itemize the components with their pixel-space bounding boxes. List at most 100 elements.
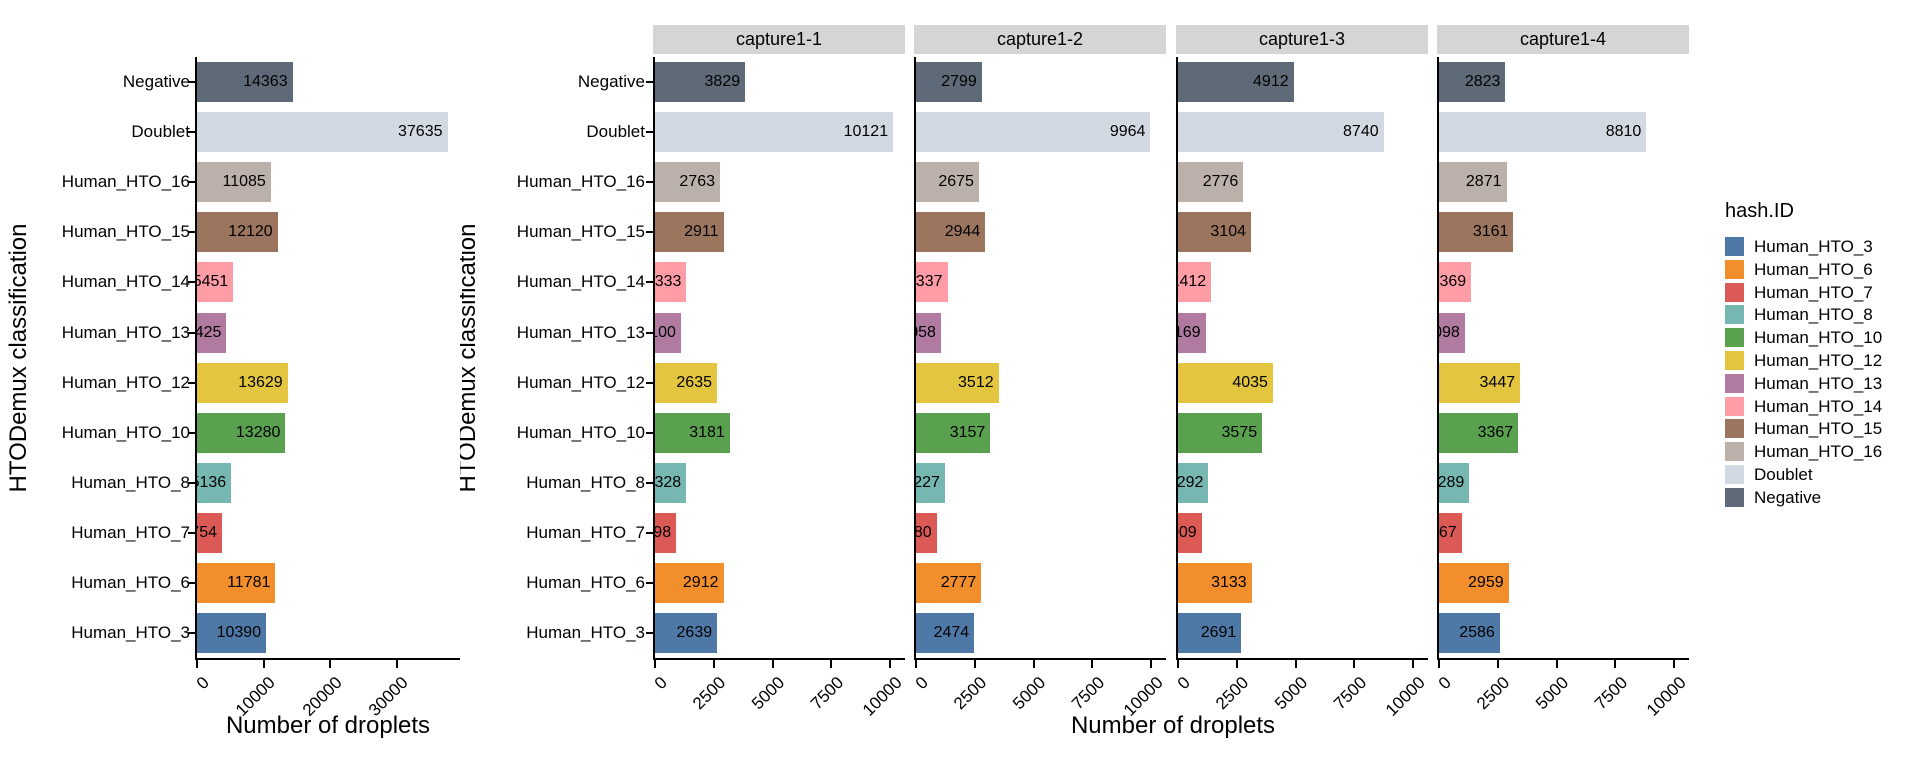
x-tick-label: 7500 xyxy=(1067,673,1108,714)
bar-value-label: 3754 xyxy=(197,523,217,541)
bar-human_hto_7 xyxy=(1439,512,1462,553)
x-tick-label: 2500 xyxy=(689,673,730,714)
x-tick-mark xyxy=(712,660,715,668)
bar-negative xyxy=(655,62,746,102)
category-label: Human_HTO_14 xyxy=(61,272,190,292)
y-tick-mark xyxy=(646,481,653,484)
y-tick-mark xyxy=(188,481,195,484)
bar-human_hto_6 xyxy=(197,562,276,603)
bar-value-label: 3133 xyxy=(1211,573,1247,591)
plot-panel: 2799 9964 2675 2944 1337 1058 3512 3157 1227 880 2… xyxy=(914,57,1166,660)
bar-human_hto_13 xyxy=(1178,312,1206,353)
y-tick-mark xyxy=(188,431,195,434)
bar-value-label: 11085 xyxy=(222,173,266,191)
bar-human_hto_16 xyxy=(916,162,979,203)
bar-value-label: 14363 xyxy=(243,73,288,90)
legend-label: Human_HTO_8 xyxy=(1754,305,1873,325)
bar-human_hto_13 xyxy=(197,312,227,353)
bar-value-label: 3447 xyxy=(1479,373,1516,391)
bar-value-label: 3161 xyxy=(1472,223,1509,241)
bar-value-label: 12120 xyxy=(228,223,273,241)
bar-value-label: 2912 xyxy=(682,573,719,591)
y-tick-mark xyxy=(646,181,653,184)
legend-swatch xyxy=(1725,487,1744,507)
legend-swatch xyxy=(1725,373,1744,393)
legend-swatch xyxy=(1725,396,1744,416)
bar-value-label: 2639 xyxy=(676,624,713,641)
bar-value-label: 2635 xyxy=(676,373,712,391)
bar-value-label: 1169 xyxy=(1178,323,1201,341)
y-tick-mark xyxy=(188,81,195,83)
bar-human_hto_13 xyxy=(916,312,941,353)
bar-human_hto_6 xyxy=(655,562,724,603)
bar-human_hto_12 xyxy=(1439,362,1521,403)
bar-human_hto_6 xyxy=(1178,562,1252,603)
bar-human_hto_3 xyxy=(1439,613,1500,653)
legend-swatch xyxy=(1725,282,1744,302)
bar-value-label: 2776 xyxy=(1202,173,1239,191)
bar-value-label: 3512 xyxy=(958,373,994,391)
bar-human_hto_14 xyxy=(916,262,948,303)
bar-value-label: 2799 xyxy=(941,73,977,90)
bar-negative xyxy=(197,62,293,102)
bar-value-label: 880 xyxy=(914,523,932,541)
bar-human_hto_8 xyxy=(655,462,687,503)
y-tick-mark xyxy=(188,331,195,334)
bar-human_hto_16 xyxy=(655,162,720,203)
category-label: Human_HTO_13 xyxy=(516,322,645,342)
bar-value-label: 13629 xyxy=(238,373,283,391)
x-tick-mark xyxy=(1150,660,1153,668)
category-label: Human_HTO_10 xyxy=(516,422,645,442)
category-label: Human_HTO_8 xyxy=(71,472,190,492)
bar-value-label: 1328 xyxy=(654,473,682,491)
bar-value-label: 2474 xyxy=(933,624,970,641)
x-tick-mark xyxy=(973,660,976,668)
bar-value-label: 2777 xyxy=(940,573,977,591)
y-tick-mark xyxy=(188,381,195,384)
x-tick-mark xyxy=(1555,660,1558,668)
x-tick-label: 5000 xyxy=(1531,673,1573,714)
bar-human_hto_16 xyxy=(197,162,271,203)
category-label: Human_HTO_14 xyxy=(516,272,645,292)
x-tick-mark xyxy=(1032,660,1035,668)
category-label: Human_HTO_6 xyxy=(526,572,645,592)
bar-human_hto_3 xyxy=(1178,613,1242,653)
x-tick-mark xyxy=(1177,660,1179,668)
bar-value-label: 2691 xyxy=(1200,624,1237,641)
y-tick-mark xyxy=(646,231,653,234)
x-tick-mark xyxy=(1412,660,1415,668)
left-x-axis-title: Number of droplets xyxy=(225,712,431,739)
legend-label: Human_HTO_13 xyxy=(1754,373,1883,393)
bar-value-label: 10390 xyxy=(216,624,262,641)
bar-value-label: 2944 xyxy=(944,223,981,241)
x-tick-mark xyxy=(329,660,332,668)
bar-value-label: 1292 xyxy=(1176,473,1204,491)
category-label: Human_HTO_15 xyxy=(61,222,190,242)
bar-value-label: 8810 xyxy=(1605,123,1642,141)
x-tick-label: 10000 xyxy=(1642,673,1690,720)
bar-human_hto_10 xyxy=(916,412,991,453)
bar-value-label: 4035 xyxy=(1232,373,1268,391)
bar-human_hto_12 xyxy=(916,362,999,403)
category-label: Human_HTO_16 xyxy=(61,172,190,192)
legend-swatch xyxy=(1725,259,1744,279)
bar-value-label: 8740 xyxy=(1343,123,1379,141)
bar-value-label: 3829 xyxy=(704,73,741,90)
bar-human_hto_14 xyxy=(655,262,687,303)
category-label: Human_HTO_15 xyxy=(516,222,645,242)
bar-value-label: 1009 xyxy=(1178,523,1197,541)
bar-value-label: 3181 xyxy=(689,423,725,441)
bar-human_hto_7 xyxy=(197,512,222,553)
x-tick-label: 7500 xyxy=(1590,673,1631,714)
category-label: Human_HTO_12 xyxy=(61,372,190,392)
y-tick-mark xyxy=(188,131,195,134)
bar-doublet xyxy=(197,112,448,153)
x-tick-mark xyxy=(196,660,198,668)
bar-human_hto_6 xyxy=(916,562,982,603)
x-tick-label: 2500 xyxy=(1473,673,1514,714)
y-tick-mark xyxy=(646,632,653,634)
bar-value-label: 3157 xyxy=(949,423,986,441)
